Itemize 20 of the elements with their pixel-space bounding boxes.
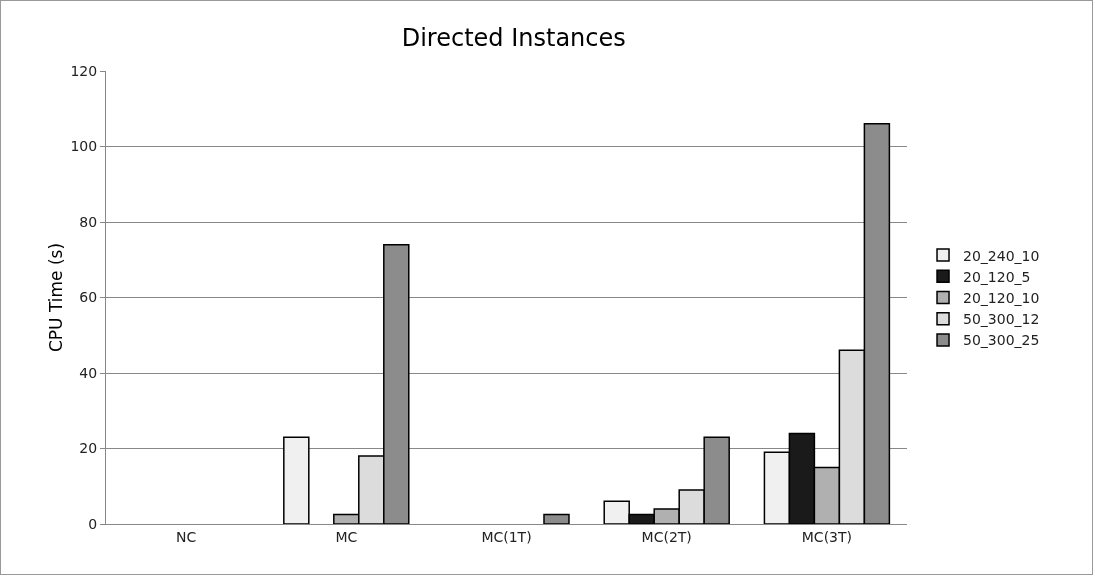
legend-label: 20_120_5 (963, 268, 1031, 285)
y-tick-label: 20 (79, 440, 98, 457)
y-axis-title: CPU Time (s) (46, 242, 66, 353)
x-tick-label: MC(2T) (641, 528, 692, 545)
y-tick-label: 60 (79, 289, 98, 306)
y-tick-label: 80 (79, 213, 98, 230)
y-tick-label: 120 (70, 62, 98, 79)
y-tick-label: 0 (88, 515, 98, 532)
y-tick-label: 40 (79, 364, 98, 381)
x-tick-label: MC (335, 528, 358, 545)
x-tick-label: MC(1T) (481, 528, 532, 545)
legend-label: 20_240_10 (963, 247, 1040, 264)
bar (283, 436, 310, 524)
legend-label: 20_120_10 (963, 289, 1040, 306)
chart-title: Directed Instances (401, 24, 626, 53)
legend-label: 50_300_25 (963, 332, 1040, 349)
legend-label: 50_300_12 (963, 311, 1040, 328)
x-tick-label: NC (175, 528, 197, 545)
y-tick-label: 100 (70, 138, 98, 155)
x-tick-label: MC(3T) (801, 528, 853, 545)
